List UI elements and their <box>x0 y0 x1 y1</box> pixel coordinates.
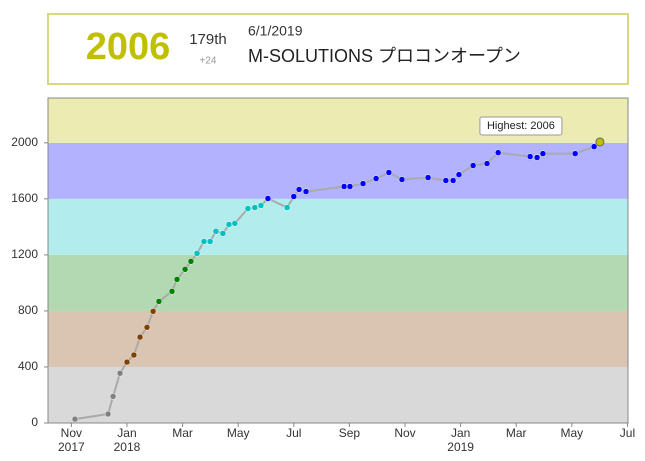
x-tick-label: Nov <box>61 426 82 440</box>
rating-point <box>346 183 354 190</box>
rating-point <box>571 150 579 157</box>
y-tick-label: 1200 <box>11 247 38 261</box>
rating-point <box>449 177 457 184</box>
rating-point <box>168 288 176 295</box>
rating-point <box>483 160 491 167</box>
rating-point <box>539 150 547 157</box>
highest-label: Highest: 2006 <box>487 120 555 132</box>
rating-band <box>48 310 628 367</box>
rating: 2006 <box>86 26 171 68</box>
rating-point <box>442 177 450 184</box>
rating-point <box>231 220 239 227</box>
x-tick-year: 2017 <box>58 440 85 454</box>
header-box <box>47 13 629 85</box>
rating-point <box>340 183 348 190</box>
rating-point <box>187 258 195 265</box>
rating-point <box>181 266 189 273</box>
rating-point <box>455 171 463 178</box>
rating-point <box>155 298 163 305</box>
rating-point <box>109 393 117 400</box>
x-tick-label: Jan <box>451 426 470 440</box>
rating-point <box>590 143 598 150</box>
rating-point <box>173 276 181 283</box>
x-tick-label: Mar <box>172 426 193 440</box>
rating-band <box>48 366 628 423</box>
delta: +24 <box>200 56 217 67</box>
rating-point <box>526 153 534 160</box>
rating-point <box>116 370 124 377</box>
x-tick-label: Jan <box>117 426 136 440</box>
rating-point <box>494 149 502 156</box>
y-tick-label: 1600 <box>11 191 38 205</box>
rating-point <box>193 250 201 257</box>
rating-point <box>424 174 432 181</box>
rating-point <box>143 324 151 331</box>
rating-point <box>149 308 157 315</box>
rating-point <box>71 415 79 423</box>
y-tick-label: 2000 <box>11 135 38 149</box>
rating-point <box>130 351 138 359</box>
rating-band <box>48 142 628 199</box>
rating-point <box>206 238 214 245</box>
plot-frame <box>47 97 629 424</box>
rating-point <box>302 188 310 195</box>
date: 6/1/2019 <box>248 23 303 39</box>
y-tick-label: 800 <box>18 303 38 317</box>
y-tick-label: 0 <box>31 415 38 429</box>
rating-point <box>295 186 303 193</box>
x-tick-label: May <box>560 426 583 440</box>
rating-band <box>48 198 628 255</box>
rating-point <box>359 180 367 187</box>
rating-point <box>104 410 112 418</box>
y-tick-label: 400 <box>18 359 38 373</box>
rating-point <box>212 228 220 235</box>
x-tick-label: Sep <box>339 426 361 440</box>
rating-point <box>533 154 541 161</box>
x-tick-label: Jul <box>286 426 301 440</box>
rank: 179th <box>189 31 227 48</box>
rating-point <box>136 333 144 341</box>
contest-name: M-SOLUTIONS プロコンオープン <box>248 46 521 66</box>
rating-point <box>251 204 259 211</box>
rating-point <box>219 230 227 237</box>
x-tick-year: 2019 <box>447 440 474 454</box>
rating-point <box>257 202 265 209</box>
x-tick-year: 2018 <box>114 440 141 454</box>
rating-point <box>225 221 233 228</box>
rating-point <box>244 205 252 212</box>
x-tick-label: Mar <box>506 426 527 440</box>
rating-point <box>264 195 272 202</box>
rating-point <box>469 162 477 169</box>
rating-point <box>595 137 605 147</box>
x-tick-label: Jul <box>620 426 635 440</box>
x-tick-label: Nov <box>394 426 415 440</box>
rating-band <box>48 254 628 311</box>
x-tick-label: May <box>227 426 250 440</box>
rating-point <box>123 358 131 366</box>
rating-point <box>372 175 380 182</box>
rating-point <box>398 176 406 183</box>
highest-box <box>479 116 563 136</box>
rating-point <box>385 169 393 176</box>
rating-point <box>283 204 291 211</box>
rating-point <box>290 193 298 200</box>
rating-point <box>200 238 208 245</box>
